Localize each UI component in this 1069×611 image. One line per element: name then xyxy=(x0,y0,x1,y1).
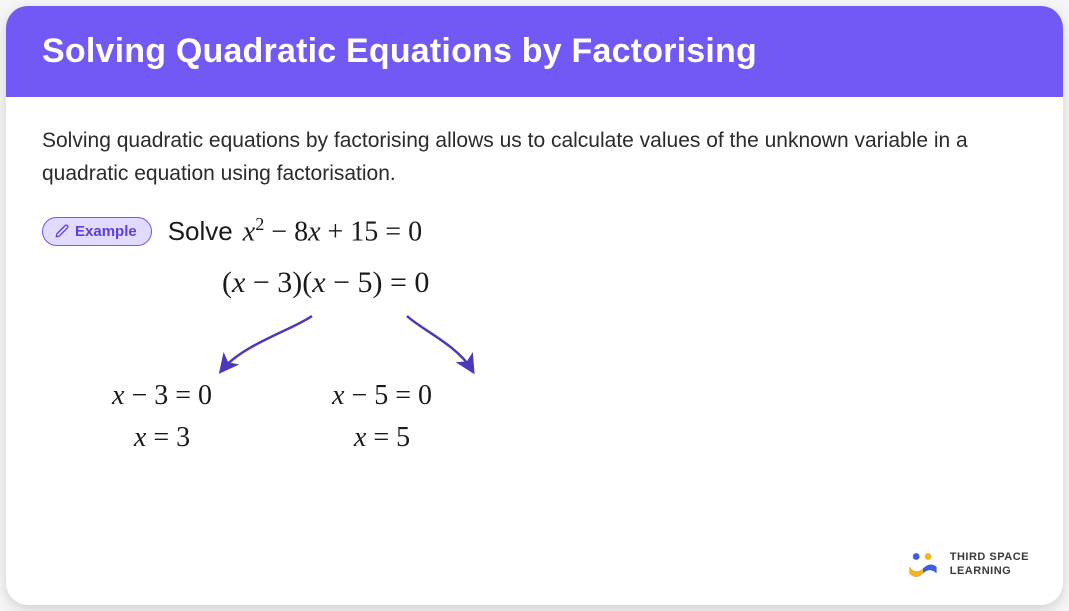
pencil-icon xyxy=(55,224,69,238)
brand-icon xyxy=(906,551,940,579)
arrows-svg xyxy=(182,310,602,380)
solve-equation: Solve x2 − 8x + 15 = 0 xyxy=(168,214,422,248)
right-ans: x = 5 xyxy=(332,422,432,454)
solution-right: x − 5 = 0 x = 5 xyxy=(332,380,432,464)
example-row: Example Solve x2 − 8x + 15 = 0 xyxy=(42,214,1027,248)
card-body: Solving quadratic equations by factorisi… xyxy=(6,97,1063,492)
intro-text: Solving quadratic equations by factorisi… xyxy=(42,125,1027,190)
card-header: Solving Quadratic Equations by Factorisi… xyxy=(6,6,1063,97)
lesson-card: Solving Quadratic Equations by Factorisi… xyxy=(6,6,1063,605)
branch-arrows xyxy=(182,310,602,380)
solution-left: x − 3 = 0 x = 3 xyxy=(112,380,212,464)
brand-line1: THIRD SPACE xyxy=(950,551,1029,565)
example-badge-label: Example xyxy=(75,223,137,240)
brand-line2: LEARNING xyxy=(950,565,1029,579)
page-title: Solving Quadratic Equations by Factorisi… xyxy=(42,32,1027,71)
left-eq: x − 3 = 0 xyxy=(112,380,212,412)
equation-text: x2 − 8x + 15 = 0 xyxy=(243,214,422,248)
solve-word: Solve xyxy=(168,216,233,247)
left-ans: x = 3 xyxy=(112,422,212,454)
brand-text: THIRD SPACE LEARNING xyxy=(950,551,1029,579)
example-badge: Example xyxy=(42,217,152,246)
factored-form: (x − 3)(x − 5) = 0 xyxy=(222,266,1027,300)
brand-logo: THIRD SPACE LEARNING xyxy=(906,551,1029,579)
right-eq: x − 5 = 0 xyxy=(332,380,432,412)
solutions-row: x − 3 = 0 x = 3 x − 5 = 0 x = 5 xyxy=(112,380,1027,464)
